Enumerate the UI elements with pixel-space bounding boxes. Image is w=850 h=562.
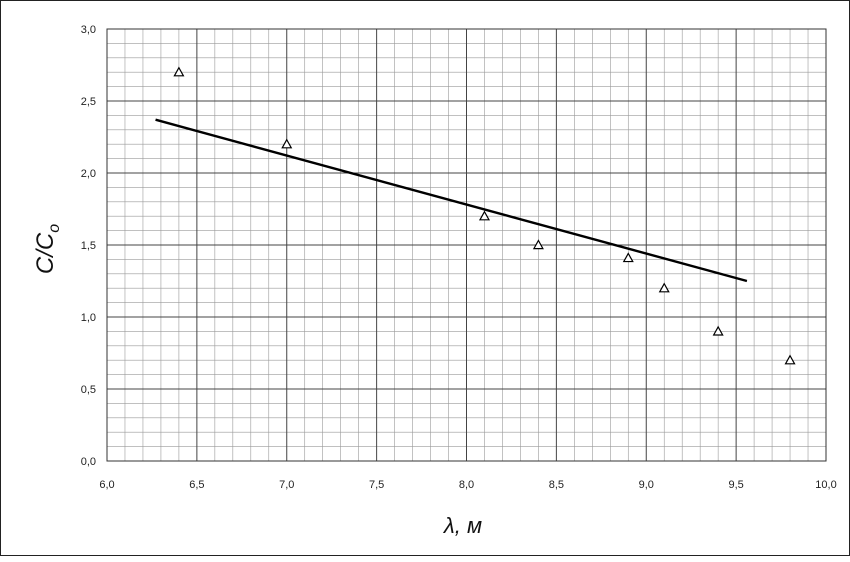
x-tick-label: 10,0 (815, 479, 836, 491)
x-tick-labels: 6,0 6,5 7,0 7,5 8,0 8,5 9,0 9,5 10,0 (99, 479, 836, 491)
y-axis-title-subscript: o (46, 224, 63, 233)
y-tick-label: 2,5 (81, 96, 96, 108)
x-tick-label: 7,5 (369, 479, 384, 491)
y-tick-label: 1,0 (81, 312, 96, 324)
x-tick-label: 8,0 (459, 479, 474, 491)
y-tick-label: 3,0 (81, 24, 96, 36)
y-tick-labels: 0,0 0,5 1,0 1,5 2,0 2,5 3,0 (81, 24, 96, 468)
x-tick-label: 9,0 (639, 479, 654, 491)
data-points (173, 66, 796, 365)
data-point-triangle (173, 66, 185, 77)
y-axis-title-main: C/C (32, 232, 59, 274)
data-point-triangle (532, 239, 544, 250)
x-tick-label: 8,5 (549, 479, 564, 491)
plot-area-border (106, 28, 827, 462)
x-tick-label: 7,0 (279, 479, 294, 491)
y-tick-label: 1,5 (81, 240, 96, 252)
x-tick-label: 9,5 (728, 479, 743, 491)
x-axis-title: λ, м (443, 513, 482, 538)
y-tick-label: 0,0 (81, 456, 96, 468)
data-point-triangle (478, 210, 490, 221)
y-tick-label: 0,5 (81, 384, 96, 396)
data-point-triangle (712, 325, 724, 336)
y-tick-label: 2,0 (81, 168, 96, 180)
x-tick-label: 6,0 (99, 479, 114, 491)
y-axis-title: C/Co (32, 224, 63, 274)
x-tick-label: 6,5 (189, 479, 204, 491)
data-point-triangle (784, 354, 796, 365)
trendline (155, 118, 748, 283)
data-point-triangle (658, 282, 670, 293)
data-point-triangle (281, 138, 293, 149)
data-point-triangle (622, 252, 634, 263)
